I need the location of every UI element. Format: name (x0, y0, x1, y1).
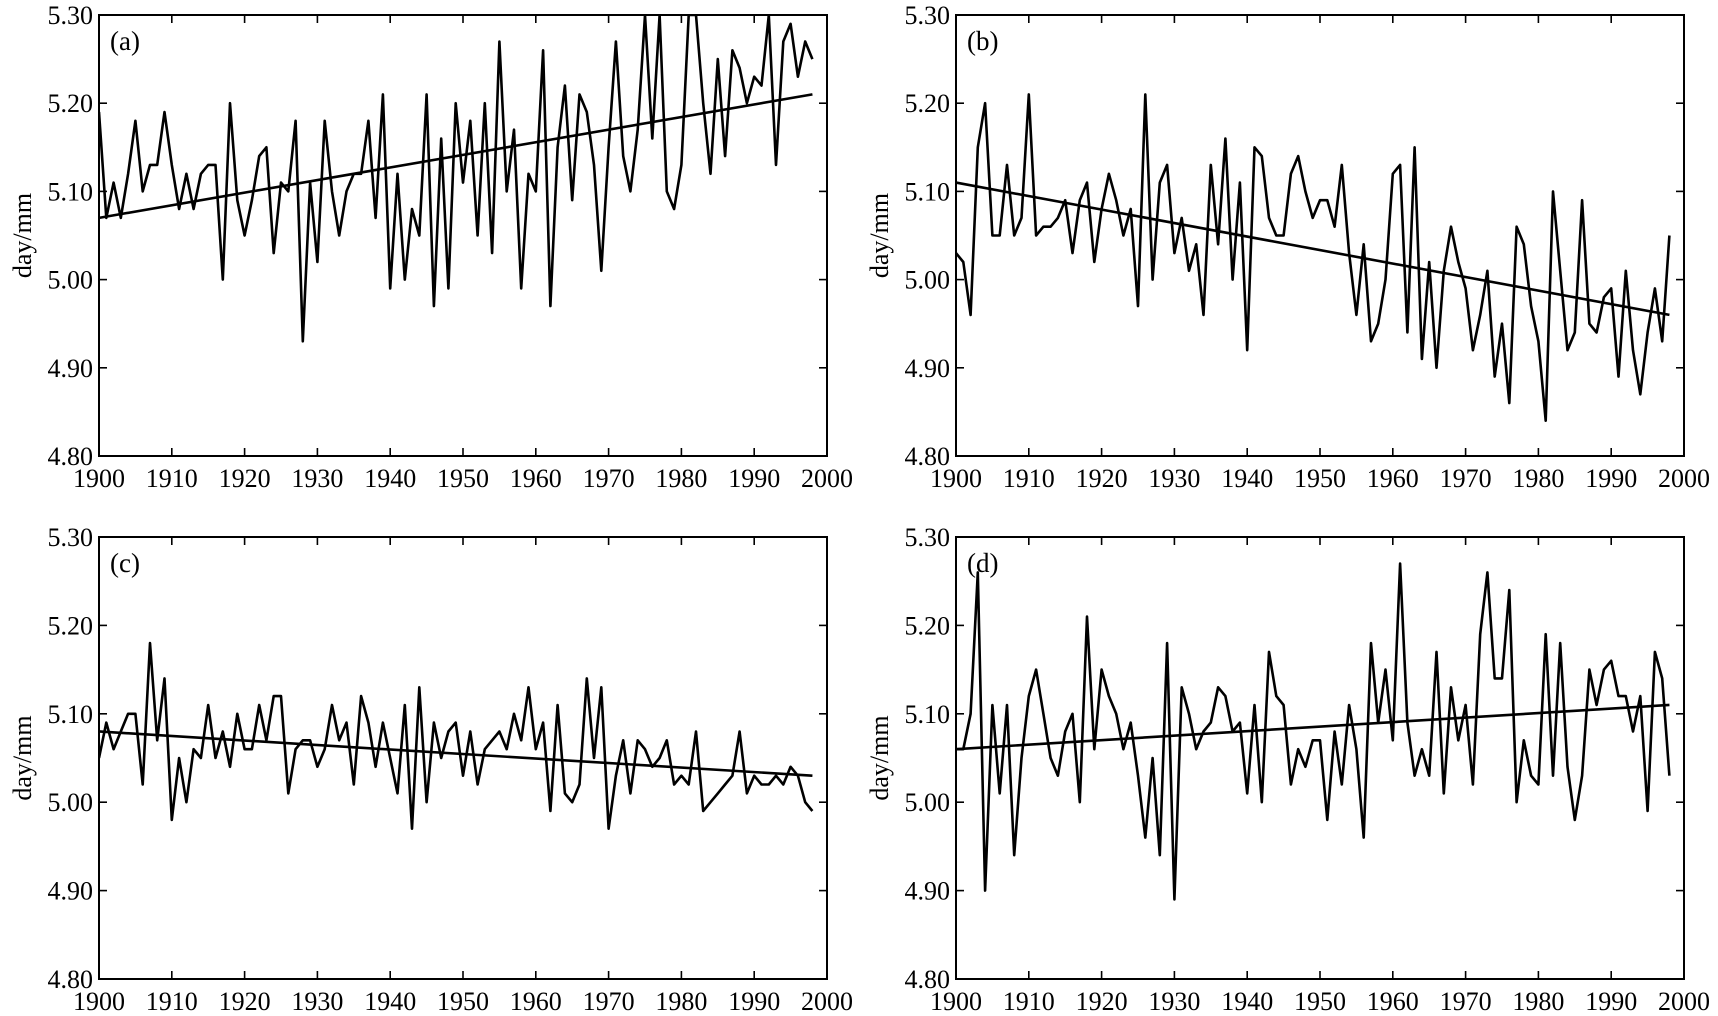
y-axis-title: day/mm (865, 193, 894, 278)
y-axis-title: day/mm (8, 193, 37, 278)
x-tick-label: 1940 (364, 987, 416, 1016)
y-tick-label: 5.20 (48, 611, 94, 640)
y-tick-label: 5.00 (905, 788, 951, 817)
y-tick-label: 5.30 (905, 523, 951, 552)
y-tick-label: 5.00 (905, 266, 951, 295)
x-tick-label: 1940 (1221, 987, 1273, 1016)
y-axis-title: day/mm (865, 715, 894, 800)
y-tick-label: 4.80 (48, 442, 94, 471)
y-tick-label: 5.30 (48, 1, 94, 30)
x-tick-label: 1990 (728, 464, 780, 493)
x-tick-label: 1970 (583, 464, 635, 493)
x-tick-label: 1970 (1440, 987, 1492, 1016)
y-tick-label: 5.20 (905, 89, 951, 118)
x-tick-label: 2000 (1658, 464, 1710, 493)
x-tick-label: 1900 (73, 987, 125, 1016)
x-tick-label: 1930 (1148, 987, 1200, 1016)
chart-panel-1: 1900 1910 1920 1930 1940 1950 1960 1970 1980 1990… (8, 1, 853, 493)
x-tick-label: 1950 (1294, 987, 1346, 1016)
y-tick-label: 4.90 (905, 354, 951, 383)
x-tick-label: 1930 (291, 987, 343, 1016)
trend-line (98, 93, 813, 220)
x-tick-label: 1920 (1076, 464, 1128, 493)
x-tick-label: 1960 (1367, 464, 1419, 493)
trend-line (955, 703, 1670, 751)
x-tick-label: 1980 (1512, 987, 1564, 1016)
x-tick-label: 1930 (291, 464, 343, 493)
panel-label: (c) (110, 548, 140, 578)
series-line-annual (956, 93, 1671, 423)
x-tick-label: 2000 (801, 987, 853, 1016)
panel-label: (a) (110, 26, 140, 56)
series-line-annual (956, 562, 1671, 901)
x-tick-label: 1950 (437, 464, 489, 493)
y-tick-label: 4.80 (905, 442, 951, 471)
x-tick-label: 1980 (655, 987, 707, 1016)
x-tick-label: 1900 (73, 464, 125, 493)
x-tick-label: 1960 (510, 987, 562, 1016)
x-tick-label: 1920 (219, 987, 271, 1016)
trend-line (98, 730, 813, 777)
plot-frame (955, 14, 1685, 457)
plot-frame (98, 14, 828, 457)
x-tick-label: 1910 (1003, 464, 1055, 493)
x-tick-label: 1910 (146, 464, 198, 493)
x-tick-label: 1990 (728, 987, 780, 1016)
x-tick-label: 1980 (655, 464, 707, 493)
y-axis-title: day/mm (8, 715, 37, 800)
y-tick-label: 5.30 (905, 1, 951, 30)
chart-panel-4: 1900 1910 1920 1930 1940 1950 1960 1970 1980 1990… (865, 523, 1710, 1016)
chart-panel-2: 1900 1910 1920 1930 1940 1950 1960 1970 1980 1990… (865, 1, 1710, 493)
plot-frame (955, 536, 1685, 980)
panel-label: (d) (967, 548, 998, 578)
y-tick-label: 5.20 (905, 611, 951, 640)
y-tick-label: 5.10 (905, 700, 951, 729)
x-tick-label: 1970 (1440, 464, 1492, 493)
x-tick-label: 1980 (1512, 464, 1564, 493)
x-tick-label: 1990 (1585, 987, 1637, 1016)
y-tick-label: 4.90 (905, 877, 951, 906)
y-tick-label: 5.00 (48, 788, 94, 817)
x-tick-label: 1990 (1585, 464, 1637, 493)
x-tick-label: 1920 (219, 464, 271, 493)
y-tick-label: 5.10 (48, 177, 94, 206)
x-tick-label: 2000 (1658, 987, 1710, 1016)
plot-frame (98, 536, 828, 980)
x-tick-label: 1950 (437, 987, 489, 1016)
x-tick-label: 1920 (1076, 987, 1128, 1016)
y-tick-label: 4.90 (48, 354, 94, 383)
x-tick-label: 1930 (1148, 464, 1200, 493)
x-tick-label: 1960 (1367, 987, 1419, 1016)
x-tick-label: 1970 (583, 987, 635, 1016)
series-line-annual (99, 641, 814, 831)
x-tick-label: 1940 (1221, 464, 1273, 493)
y-tick-label: 4.80 (905, 965, 951, 994)
panel-label: (b) (967, 26, 998, 56)
y-tick-label: 4.90 (48, 877, 94, 906)
x-tick-label: 1940 (364, 464, 416, 493)
x-tick-label: 1910 (1003, 987, 1055, 1016)
trend-line (955, 181, 1670, 317)
x-tick-label: 1950 (1294, 464, 1346, 493)
x-tick-label: 1910 (146, 987, 198, 1016)
y-tick-label: 5.30 (48, 523, 94, 552)
y-tick-label: 5.10 (48, 700, 94, 729)
x-tick-label: 1900 (930, 987, 982, 1016)
y-tick-label: 5.20 (48, 89, 94, 118)
chart-panel-3: 1900 1910 1920 1930 1940 1950 1960 1970 1980 1990… (8, 523, 853, 1016)
y-tick-label: 5.00 (48, 266, 94, 295)
y-tick-label: 4.80 (48, 965, 94, 994)
series-line-annual (99, 15, 814, 343)
x-tick-label: 1900 (930, 464, 982, 493)
x-tick-label: 1960 (510, 464, 562, 493)
x-tick-label: 2000 (801, 464, 853, 493)
y-tick-label: 5.10 (905, 177, 951, 206)
